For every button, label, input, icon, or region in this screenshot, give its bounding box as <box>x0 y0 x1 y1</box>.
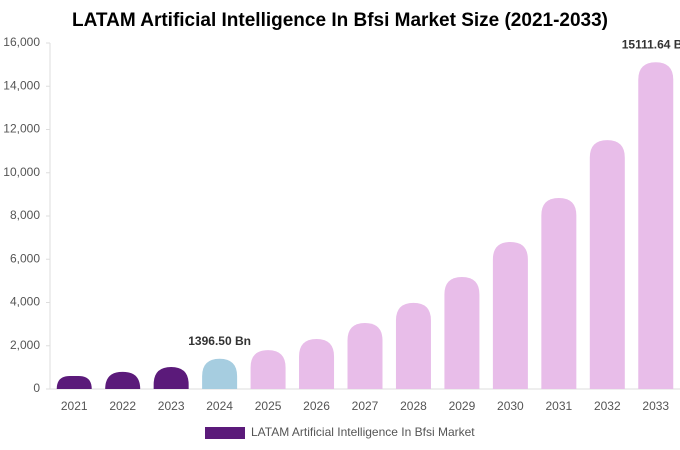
y-tick-label: 8,000 <box>10 208 40 222</box>
x-tick-label: 2029 <box>449 399 476 413</box>
value-label: 15111.64 Bn <box>622 37 680 51</box>
bar <box>492 241 528 389</box>
x-tick-label: 2023 <box>158 399 185 413</box>
x-tick-label: 2025 <box>255 399 282 413</box>
value-label: 1396.50 Bn <box>188 334 251 348</box>
bar <box>444 276 480 389</box>
bar <box>638 62 674 389</box>
y-tick-label: 12,000 <box>3 122 40 136</box>
x-tick-label: 2033 <box>642 399 669 413</box>
chart-title: LATAM Artificial Intelligence In Bfsi Ma… <box>72 10 608 31</box>
bar <box>395 302 431 389</box>
x-tick-label: 2032 <box>594 399 621 413</box>
x-tick-label: 2031 <box>545 399 572 413</box>
bar <box>56 376 92 389</box>
y-tick-label: 4,000 <box>10 295 40 309</box>
bar <box>202 358 238 389</box>
bar <box>589 140 625 389</box>
x-tick-label: 2026 <box>303 399 330 413</box>
y-tick-label: 2,000 <box>10 338 40 352</box>
x-tick-label: 2030 <box>497 399 524 413</box>
x-tick-label: 2027 <box>352 399 379 413</box>
bar <box>250 350 286 389</box>
y-tick-label: 16,000 <box>3 35 40 49</box>
y-tick-label: 14,000 <box>3 78 40 92</box>
x-tick-label: 2021 <box>61 399 88 413</box>
bar <box>299 339 335 389</box>
y-tick-label: 10,000 <box>3 165 40 179</box>
x-tick-label: 2022 <box>109 399 136 413</box>
bar <box>541 198 577 389</box>
bar <box>105 371 141 389</box>
bar <box>347 323 383 389</box>
x-tick-label: 2028 <box>400 399 427 413</box>
legend-label: LATAM Artificial Intelligence In Bfsi Ma… <box>251 425 475 439</box>
bar <box>153 366 189 389</box>
y-tick-label: 0 <box>33 381 40 395</box>
x-tick-label: 2024 <box>206 399 233 413</box>
y-tick-label: 6,000 <box>10 251 40 265</box>
legend-swatch <box>205 427 245 439</box>
